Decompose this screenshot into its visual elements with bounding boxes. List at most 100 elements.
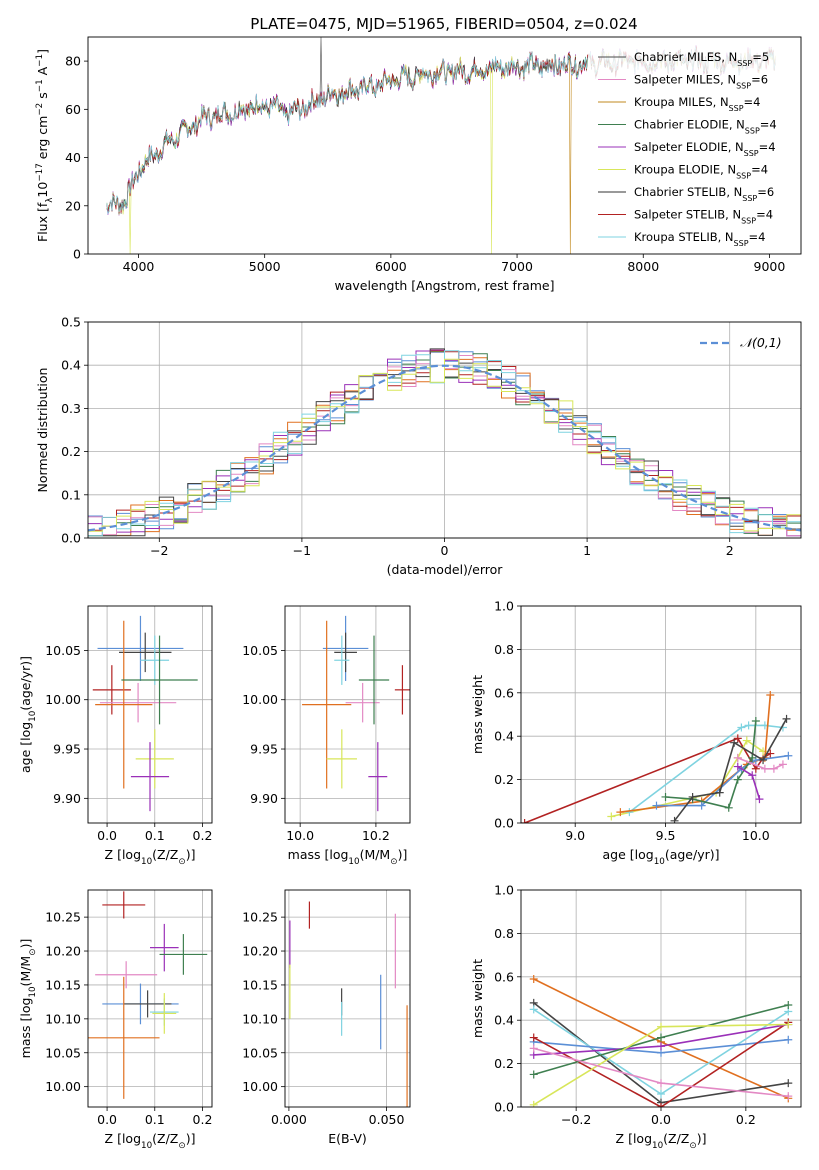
legend-nssp: =4	[760, 118, 777, 132]
plot-frame	[87, 605, 213, 824]
legend-series-name: Kroupa ELODIE, N	[634, 163, 736, 177]
y-tick-label: 0.3	[61, 401, 81, 416]
legend-series-name: Kroupa MILES, N	[634, 95, 729, 109]
y-axis-label-part: −2	[35, 103, 45, 116]
legend-sub: SSP	[736, 171, 751, 180]
y-axis-label: mass [log10(M/M⊙)]	[18, 939, 38, 1059]
legend-series-name: Salpeter STELIB, N	[634, 208, 741, 222]
weight-point-marker	[733, 775, 742, 784]
weight-point-marker	[657, 1103, 665, 1107]
x-axis-label-part: 10	[141, 857, 152, 867]
y-axis-label-part: −1	[35, 54, 45, 67]
legend-series-name: Salpeter MILES, N	[634, 73, 736, 87]
plot-frame	[284, 605, 411, 824]
weight-point-marker	[733, 762, 742, 771]
legend-box	[588, 41, 796, 251]
x-tick-label: 0.2	[736, 1112, 756, 1127]
weight-point-marker	[724, 803, 733, 812]
y-tick-label: 9.90	[53, 791, 81, 806]
x-axis-label: Z [log10(Z/Z⊙)]	[105, 1131, 196, 1151]
plot-frame	[520, 889, 802, 1108]
y-tick-label: 9.95	[250, 742, 278, 757]
y-axis-label-part: age [log	[18, 722, 33, 773]
y-tick-label: 1.0	[494, 599, 514, 614]
x-axis-label-part: (Z/Z	[152, 1131, 178, 1146]
x-axis-label-part: )]	[186, 1131, 196, 1146]
legend-sub: SSP	[741, 216, 756, 225]
x-tick-label: 10.2	[362, 828, 390, 843]
y-axis-label: Flux [fλ10−17 erg cm−2 s−1 A−1]	[35, 49, 55, 242]
legend-sub: SSP	[742, 194, 757, 203]
weight-point-marker	[688, 792, 697, 801]
x-tick-label: 0.2	[193, 828, 213, 843]
y-tick-label: 60	[65, 102, 81, 117]
legend-entry: Kroupa MILES, NSSP=4	[634, 95, 760, 113]
weight-series-line	[737, 757, 784, 770]
x-tick-label: 0	[441, 543, 449, 558]
y-axis-label-part: (M/M	[18, 956, 33, 987]
y-tick-label: 40	[65, 150, 81, 165]
y-tick-label: 10.05	[242, 643, 278, 658]
legend-entry: Kroupa ELODIE, NSSP=4	[634, 163, 768, 181]
x-tick-label: −1	[293, 543, 311, 558]
legend-entry: Salpeter ELODIE, NSSP=4	[634, 140, 776, 158]
y-tick-label: 10.20	[45, 944, 81, 959]
x-axis-label-part: ⊙	[178, 857, 185, 867]
legend-entry: Chabrier ELODIE, NSSP=4	[634, 118, 777, 136]
x-tick-label: 0.1	[145, 1112, 165, 1127]
y-tick-label: 10.00	[45, 1079, 81, 1094]
y-tick-label: 0.0	[494, 1100, 514, 1115]
x-axis-label-part: (Z/Z	[152, 847, 178, 862]
weight-series-line	[673, 718, 788, 822]
x-axis-label: Z [log10(Z/Z⊙)]	[105, 847, 196, 867]
y-axis-label-part: s	[35, 92, 50, 103]
spectrum-legend: Chabrier MILES, N SSP =5 Salpeter MILES, N S…	[588, 41, 796, 251]
y-tick-label: 10.25	[242, 910, 278, 925]
x-axis-label-part: Z [log	[616, 1131, 652, 1146]
legend-entry: Salpeter STELIB, NSSP=4	[634, 208, 773, 226]
weight-point-marker	[529, 1033, 538, 1042]
mass-vs-metallicity-panel: 0.0 0.1 0.2 10.00 10.05 10.10 10.15 10.20 10.25 Z…	[18, 889, 213, 1151]
plot-area	[529, 974, 793, 1107]
y-tick-label: 0.6	[494, 685, 514, 700]
y-tick-label: 10.15	[242, 977, 278, 992]
y-tick-label: 0.4	[494, 729, 514, 744]
spectrum-panel: 4000 5000 6000 7000 8000 9000 0 20 40 60 80 wavelen…	[35, 36, 802, 293]
y-axis-label-part: λ	[45, 198, 55, 203]
y-tick-label: 0.8	[494, 642, 514, 657]
x-axis-label-part: ⊙	[178, 1141, 185, 1151]
x-tick-label: 8000	[627, 259, 659, 274]
y-axis-label-part: 10	[28, 711, 38, 722]
legend-entry: Chabrier STELIB, NSSP=6	[634, 185, 774, 203]
weight-point-marker	[657, 1089, 665, 1098]
legend-series-name: Salpeter ELODIE, N	[634, 140, 744, 154]
weight-point-marker	[657, 1079, 665, 1088]
y-axis-label-part: mass [log	[18, 998, 33, 1059]
x-tick-label: 0.050	[369, 1112, 405, 1127]
legend-series-name: Chabrier MILES, N	[634, 50, 737, 64]
y-axis-label-part: A	[35, 66, 50, 79]
plot-background	[521, 606, 801, 823]
plot-frame	[284, 889, 411, 1108]
legend-nssp: =4	[756, 208, 773, 222]
residuals-panel: −2 −1 0 1 2 0.0 0.1 0.2 0.3 0.4 0.5 (data-model)/er…	[35, 315, 802, 577]
x-tick-label: 1	[583, 543, 591, 558]
legend-sub: SSP	[744, 149, 759, 158]
x-axis-label-part: Z [log	[105, 847, 141, 862]
legend-nssp: =6	[751, 73, 768, 87]
weight-point-marker	[751, 717, 760, 726]
y-axis-label-part: ]	[35, 49, 50, 54]
legend-nssp: =5	[752, 50, 769, 64]
x-axis-label-part: (age/yr)]	[665, 847, 720, 862]
weight-point-marker	[742, 736, 751, 745]
weight-point-marker	[784, 1020, 793, 1029]
plot-area	[92, 615, 198, 812]
y-tick-label: 0.0	[494, 816, 514, 831]
y-tick-label: 0.5	[61, 315, 81, 330]
y-axis-label-part: 10	[35, 182, 50, 198]
normal-reference-curve	[88, 364, 801, 532]
weight-point-marker	[784, 1079, 793, 1088]
y-tick-label: 10.00	[242, 692, 278, 707]
x-axis-label-part: )]	[186, 847, 196, 862]
